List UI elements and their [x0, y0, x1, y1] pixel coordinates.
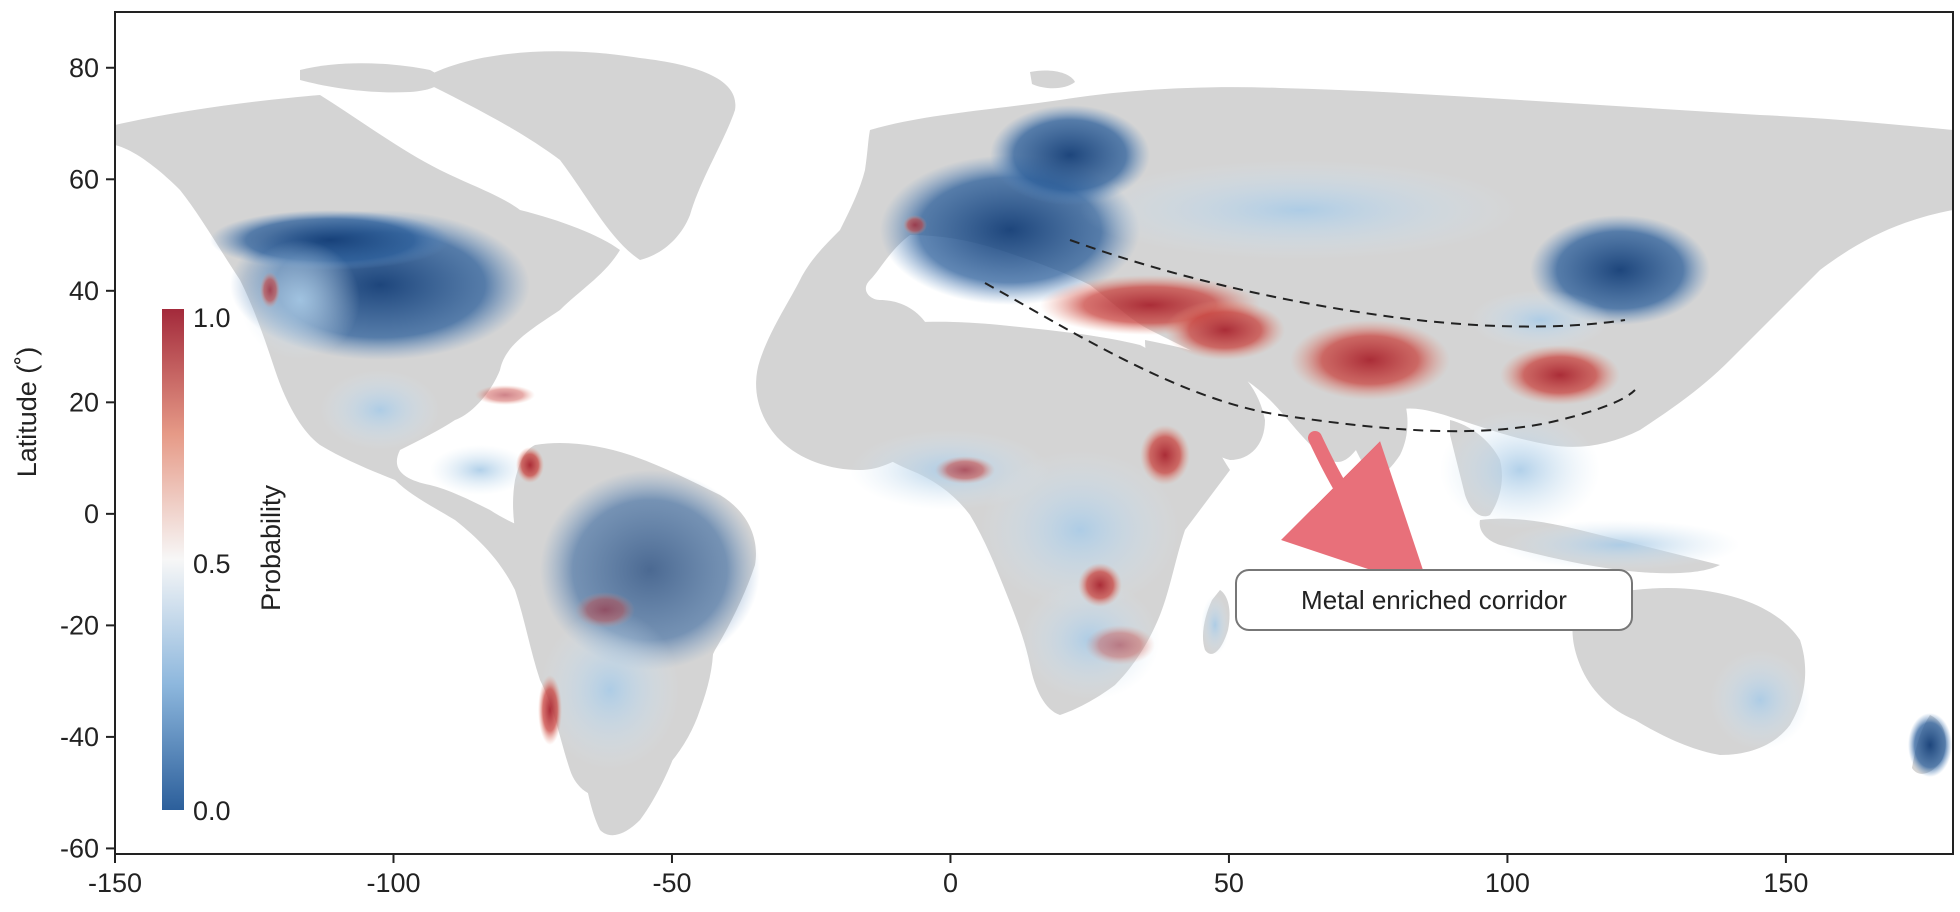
colorbar-title: Probability	[256, 484, 286, 611]
map-layers	[115, 51, 1953, 836]
x-tick-label: 50	[1214, 868, 1244, 898]
arabia-land	[1145, 340, 1265, 460]
corridor-lower-boundary	[984, 282, 1636, 433]
south-china-high-prob	[1500, 345, 1620, 405]
y-tick-label: 60	[69, 164, 99, 194]
central-africa-low-prob	[980, 450, 1180, 610]
colorbar-gradient	[162, 309, 184, 810]
corridor-arrow	[1281, 431, 1430, 590]
colorbar: 1.0 0.5 0.0 Probability	[162, 303, 286, 826]
southern-africa-high-prob	[1085, 625, 1155, 665]
southeast-asia-low-prob	[1440, 410, 1600, 530]
y-tick-label: 40	[69, 276, 99, 306]
x-tick-label: -50	[652, 868, 691, 898]
x-tick-label: 0	[943, 868, 958, 898]
arctic-islands	[300, 63, 441, 93]
corridor-upper-boundary	[1069, 239, 1626, 328]
x-axis-ticks: -150 -100 -50 0 50 100 150	[88, 854, 1808, 898]
y-axis-ticks: 80 60 40 20 0 -20 -40 -60	[60, 53, 115, 863]
mexico-low-prob	[320, 370, 440, 450]
greenland	[420, 51, 736, 260]
y-tick-label: 80	[69, 53, 99, 83]
zambia-high-prob	[1078, 563, 1122, 607]
svalbard	[1030, 70, 1075, 89]
spain-high-prob	[903, 215, 927, 235]
annotation-label: Metal enriched corridor	[1301, 585, 1567, 615]
y-tick-label: -40	[60, 722, 99, 752]
east-asia-low-prob	[1470, 290, 1610, 350]
russia-low-prob	[1080, 160, 1520, 260]
x-tick-label: 150	[1763, 868, 1808, 898]
annotation-box	[1235, 569, 1633, 631]
y-tick-label: 20	[69, 387, 99, 417]
west-usa-low-prob	[240, 240, 360, 360]
california-high-prob	[260, 272, 280, 308]
middle-east-high-prob	[1165, 300, 1285, 360]
y-tick-label: -60	[60, 833, 99, 863]
colombia-high-prob	[516, 447, 544, 483]
metal-enriched-corridor	[984, 239, 1636, 590]
x-tick-label: 100	[1485, 868, 1530, 898]
scandinavia-low-prob	[990, 105, 1150, 205]
madagascar-low-prob	[1201, 595, 1229, 655]
south-america-south-low-prob	[540, 610, 680, 770]
east-africa-high-prob	[1140, 425, 1190, 485]
andes-high-prob	[538, 675, 562, 745]
x-tick-label: -100	[366, 868, 420, 898]
y-tick-label: 0	[84, 499, 99, 529]
central-america-low-prob	[430, 445, 530, 495]
colorbar-tick-mid: 0.5	[193, 549, 231, 579]
plot-frame	[114, 11, 1954, 855]
high-probability-regions	[260, 215, 1620, 745]
x-tick-label: -150	[88, 868, 142, 898]
australia-east-low-prob	[1710, 650, 1810, 750]
new-zealand-low-prob	[1908, 713, 1952, 777]
caribbean-high-prob	[475, 385, 535, 405]
west-africa-high-prob	[935, 456, 995, 484]
colorbar-tick-max: 1.0	[193, 303, 231, 333]
y-axis-title: Latitude (˚)	[12, 347, 42, 478]
corridor-annotation: Metal enriched corridor	[1235, 569, 1633, 631]
himalaya-high-prob	[1290, 320, 1450, 400]
indonesia-low-prob	[1500, 520, 1740, 570]
y-tick-label: -20	[60, 610, 99, 640]
colorbar-tick-min: 0.0	[193, 796, 231, 826]
bolivia-high-prob	[575, 592, 635, 628]
